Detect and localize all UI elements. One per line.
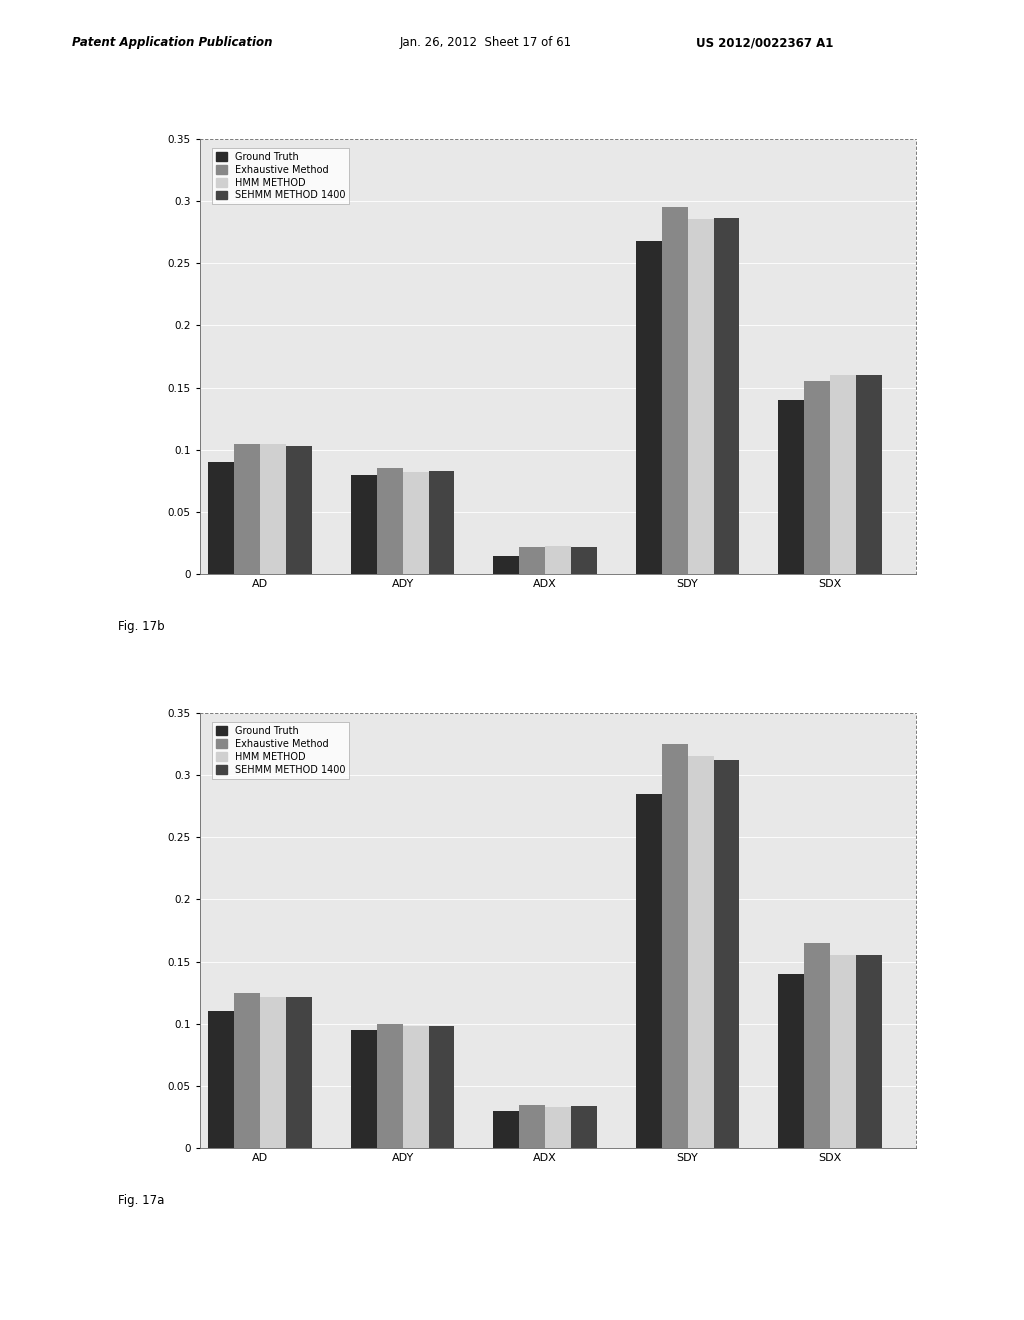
Bar (830, 956, 856, 1148)
Bar (519, 546, 545, 574)
Bar (714, 760, 739, 1148)
Bar (856, 375, 882, 574)
Bar (234, 444, 260, 574)
Bar (428, 1027, 455, 1148)
Text: US 2012/0022367 A1: US 2012/0022367 A1 (696, 36, 834, 49)
Bar (571, 546, 597, 574)
Bar (571, 1106, 597, 1148)
Bar (688, 219, 714, 574)
Bar (351, 1030, 377, 1148)
Bar (494, 1111, 519, 1148)
Bar (402, 473, 428, 574)
Bar (636, 240, 662, 574)
Bar (377, 1024, 402, 1148)
Bar (688, 756, 714, 1148)
Bar (208, 462, 234, 574)
Bar (714, 218, 739, 574)
Bar (778, 974, 804, 1148)
Bar (402, 1027, 428, 1148)
Bar (778, 400, 804, 574)
Bar (662, 207, 688, 574)
Legend: Ground Truth, Exhaustive Method, HMM METHOD, SEHMM METHOD 1400: Ground Truth, Exhaustive Method, HMM MET… (212, 148, 349, 205)
Text: Fig. 17a: Fig. 17a (118, 1193, 164, 1206)
Bar (260, 997, 286, 1148)
Text: Fig. 17b: Fig. 17b (118, 619, 165, 632)
Bar (234, 993, 260, 1148)
Bar (519, 1105, 545, 1148)
Bar (830, 375, 856, 574)
Text: Patent Application Publication: Patent Application Publication (72, 36, 272, 49)
Bar (286, 997, 312, 1148)
Bar (545, 1107, 571, 1148)
Bar (494, 556, 519, 574)
Bar (428, 471, 455, 574)
Bar (662, 744, 688, 1148)
Bar (636, 793, 662, 1148)
Bar (208, 1011, 234, 1148)
Bar (545, 545, 571, 574)
Bar (804, 381, 830, 574)
Bar (856, 956, 882, 1148)
Bar (804, 942, 830, 1148)
Bar (351, 475, 377, 574)
Legend: Ground Truth, Exhaustive Method, HMM METHOD, SEHMM METHOD 1400: Ground Truth, Exhaustive Method, HMM MET… (212, 722, 349, 779)
Bar (260, 444, 286, 574)
Bar (286, 446, 312, 574)
Bar (377, 469, 402, 574)
Text: Jan. 26, 2012  Sheet 17 of 61: Jan. 26, 2012 Sheet 17 of 61 (399, 36, 571, 49)
